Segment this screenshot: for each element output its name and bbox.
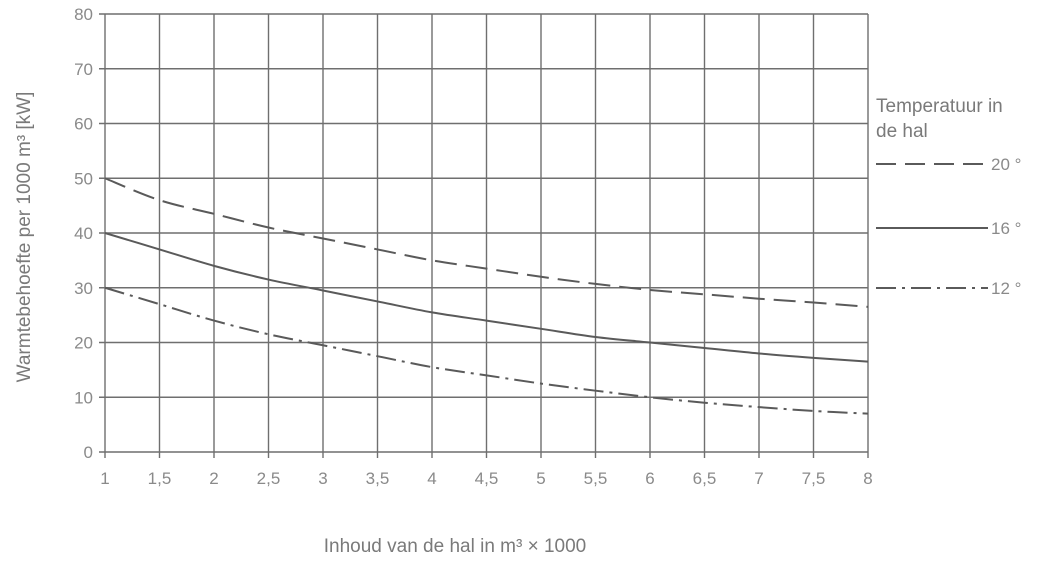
- series-line-16: [104, 232, 869, 363]
- y-tick-label: 50: [74, 169, 93, 188]
- x-tick-label: 5,5: [584, 469, 608, 488]
- legend-label: 12 °: [991, 279, 1021, 298]
- series-line-12: [104, 286, 869, 415]
- x-tick-label: 2: [209, 469, 218, 488]
- chart-grid: [99, 13, 869, 458]
- legend-label: 16 °: [991, 219, 1021, 238]
- y-tick-label: 20: [74, 334, 93, 353]
- y-tick-label: 30: [74, 279, 93, 298]
- legend-label: 20 °: [991, 155, 1021, 174]
- y-tick-label: 0: [84, 443, 93, 462]
- legend-title-line-1: Temperatuur in: [876, 96, 1003, 117]
- y-tick-label: 80: [74, 5, 93, 24]
- y-tick-label: 40: [74, 224, 93, 243]
- chart-series: [104, 177, 869, 415]
- x-tick-label: 1: [100, 469, 109, 488]
- y-tick-label: 10: [74, 388, 93, 407]
- y-axis-label: Warmtebehoefte per 1000 m³ [kW]: [14, 92, 35, 383]
- y-tick-label: 60: [74, 115, 93, 134]
- chart-ticks: 1 1,5 2 2,5 3 3,5 4 4,5 5 5,5 6 6,5 7 7,5 801020304050…: [74, 5, 873, 488]
- y-tick-label: 70: [74, 60, 93, 79]
- x-tick-label: 6,5: [693, 469, 717, 488]
- x-tick-label: 7: [754, 469, 763, 488]
- x-tick-label: 5: [536, 469, 545, 488]
- x-tick-label: 8: [863, 469, 872, 488]
- x-tick-label: 1,5: [148, 469, 172, 488]
- x-tick-label: 4: [427, 469, 436, 488]
- legend-title-line-2: de hal: [876, 121, 928, 142]
- x-tick-label: 3,5: [366, 469, 390, 488]
- x-tick-label: 7,5: [802, 469, 826, 488]
- chart-legend: Temperatuur in de hal 20 ° 16 ° 12 °: [876, 96, 1021, 298]
- series-line-20: [104, 177, 869, 308]
- x-tick-label: 6: [645, 469, 654, 488]
- x-tick-label: 3: [318, 469, 327, 488]
- x-tick-label: 4,5: [475, 469, 499, 488]
- x-tick-label: 2,5: [257, 469, 281, 488]
- x-axis-label: Inhoud van de hal in m³ × 1000: [324, 536, 587, 557]
